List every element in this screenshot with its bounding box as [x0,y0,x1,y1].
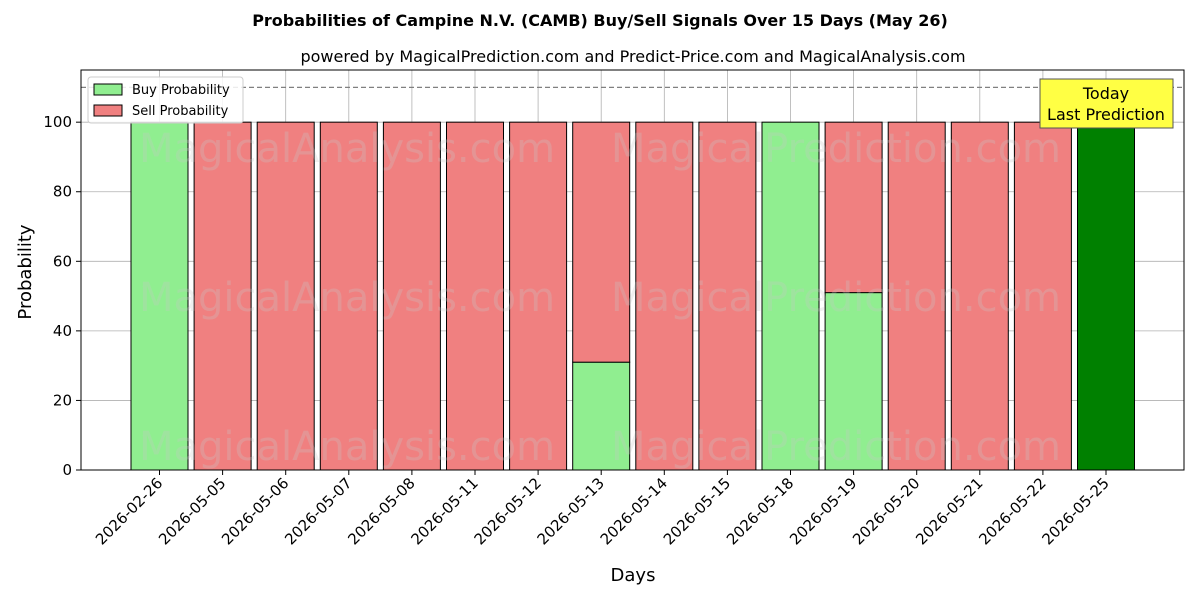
sell-bar [446,121,504,471]
x-tick-label: 2026-05-12 [471,474,545,548]
buy-bar [824,292,883,471]
x-tick-label: 2026-05-11 [407,474,481,548]
sell-bar [635,121,694,471]
watermark-text: MagicalPrediction.com [611,126,1061,172]
y-axis-ticks: 0 20 40 60 80 100 [43,113,81,479]
bar-group [130,121,1135,471]
legend-label: Buy Probability [132,83,230,98]
legend-swatch [93,83,123,96]
legend-swatch [93,104,123,117]
today-annotation: Today Last Prediction [1039,78,1174,129]
y-tick-label: 40 [53,322,72,340]
legend-box [87,76,244,124]
x-axis-ticks: 2026-02-262026-05-052026-05-062026-05-07… [92,470,1113,548]
watermark-group: MagicalAnalysis.com MagicalPrediction.com… [139,126,1061,470]
watermark-text: MagicalAnalysis.com [139,275,555,321]
watermark-text: MagicalPrediction.com [611,424,1061,470]
buy-bar [1077,121,1135,471]
watermark-text: MagicalPrediction.com [611,275,1061,321]
x-tick-label: 2026-05-25 [1038,474,1112,548]
buy-bar [761,121,820,471]
sell-bar [382,121,441,471]
sell-bar [509,121,568,471]
watermark-text: MagicalAnalysis.com [139,126,555,172]
plot-frame [80,69,1185,471]
y-tick-label: 60 [53,252,72,270]
chart-subtitle: powered by MagicalPrediction.com and Pre… [300,47,965,66]
x-tick-label: 2026-05-08 [344,474,418,548]
x-tick-label: 2026-05-07 [281,474,355,548]
x-tick-label: 2026-05-15 [660,474,734,548]
x-axis-label: Days [611,565,656,586]
annotation-line2: Last Prediction [1047,105,1165,124]
sell-bar [950,121,1009,471]
y-tick-label: 20 [53,391,72,409]
x-tick-label: 2026-05-06 [218,474,292,548]
x-tick-label: 2026-05-14 [597,474,671,548]
x-tick-label: 2026-05-13 [534,474,608,548]
x-tick-label: 2026-02-26 [92,474,166,548]
y-tick-label: 80 [53,183,72,201]
sell-bar [1013,121,1072,471]
sell-bar [698,121,757,471]
sell-bar [824,121,883,294]
annotation-box [1039,78,1174,129]
sell-bar [572,121,631,363]
x-tick-label: 2026-05-21 [912,474,986,548]
y-tick-label: 100 [43,113,72,131]
y-axis-label: Probability [15,224,36,319]
annotation-line1: Today [1082,84,1129,103]
watermark-text: MagicalAnalysis.com [139,424,555,470]
x-tick-label: 2026-05-18 [723,474,797,548]
legend-label: Sell Probability [132,104,229,119]
x-tick-label: 2026-05-22 [975,474,1049,548]
y-tick-label: 0 [62,461,72,479]
sell-bar [256,121,315,471]
x-tick-label: 2026-05-20 [849,474,923,548]
chart-title: Probabilities of Campine N.V. (CAMB) Buy… [252,11,948,30]
x-tick-label: 2026-05-05 [155,474,229,548]
sell-bar [319,121,378,471]
legend: Buy Probability Sell Probability [87,76,244,124]
sell-bar [887,121,946,471]
x-tick-label: 2026-05-19 [786,474,860,548]
